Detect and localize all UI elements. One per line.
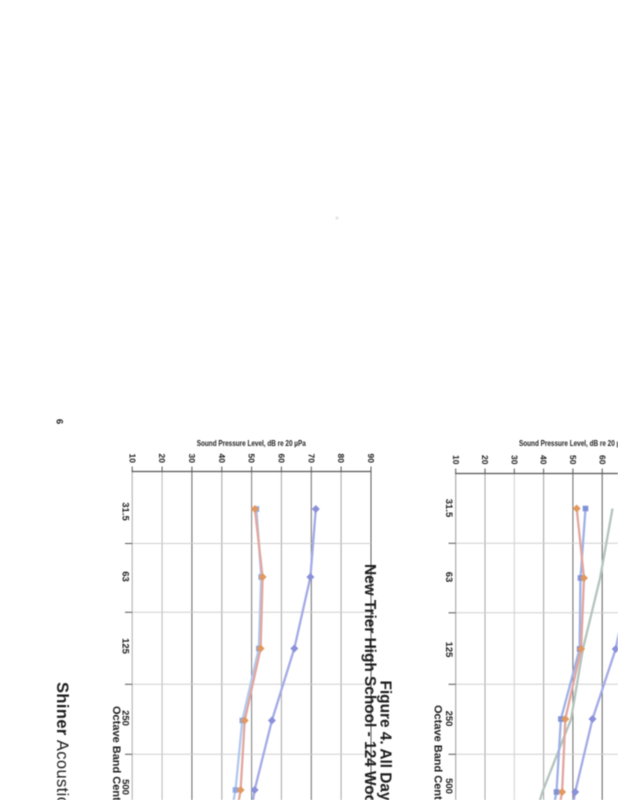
svg-text:60: 60 bbox=[597, 455, 607, 465]
svg-text:500: 500 bbox=[443, 778, 454, 794]
svg-text:20: 20 bbox=[157, 454, 167, 464]
svg-text:20: 20 bbox=[480, 455, 490, 465]
svg-text:125: 125 bbox=[120, 638, 131, 655]
svg-text:Shiner Acoustics, LLC: Shiner Acoustics, LLC bbox=[53, 682, 71, 800]
svg-text:30: 30 bbox=[187, 454, 197, 464]
svg-text:30: 30 bbox=[509, 455, 519, 465]
svg-text:500: 500 bbox=[120, 779, 131, 795]
svg-text:Sound Pressure Level, dB re 20: Sound Pressure Level, dB re 20 µPa bbox=[519, 438, 618, 448]
svg-text:50: 50 bbox=[247, 454, 257, 464]
svg-text:125: 125 bbox=[443, 642, 454, 659]
svg-text:Octave Band Center Frequency,: Octave Band Center Frequency, Hz bbox=[432, 705, 444, 800]
svg-text:63: 63 bbox=[443, 572, 454, 583]
svg-text:Figure 4. All Daytime Sound P: Figure 4. All Daytime Sound Pressure Lev… bbox=[377, 681, 394, 800]
svg-text:New Trier High School - 124 Wo: New Trier High School - 124 Woodland Roa… bbox=[361, 564, 378, 800]
svg-text:Sound Pressure Level, dB re 20: Sound Pressure Level, dB re 20 µPa bbox=[197, 438, 306, 448]
svg-text:Octave Band Center Frequency,: Octave Band Center Frequency, Hz bbox=[110, 706, 122, 800]
svg-text:90: 90 bbox=[366, 454, 376, 464]
svg-text:31.5: 31.5 bbox=[120, 502, 131, 521]
svg-text:70: 70 bbox=[306, 454, 316, 464]
svg-text:80: 80 bbox=[336, 454, 346, 464]
svg-text:50: 50 bbox=[568, 455, 578, 465]
svg-text:40: 40 bbox=[217, 454, 227, 464]
svg-text:6: 6 bbox=[54, 419, 65, 424]
svg-text:250: 250 bbox=[120, 710, 131, 726]
svg-text:250: 250 bbox=[443, 711, 454, 727]
svg-text:40: 40 bbox=[539, 455, 549, 465]
svg-text:63: 63 bbox=[120, 571, 131, 582]
svg-text:10: 10 bbox=[451, 455, 461, 465]
svg-text:60: 60 bbox=[277, 454, 287, 464]
svg-text:10: 10 bbox=[127, 454, 137, 464]
svg-text:31.5: 31.5 bbox=[443, 499, 454, 518]
